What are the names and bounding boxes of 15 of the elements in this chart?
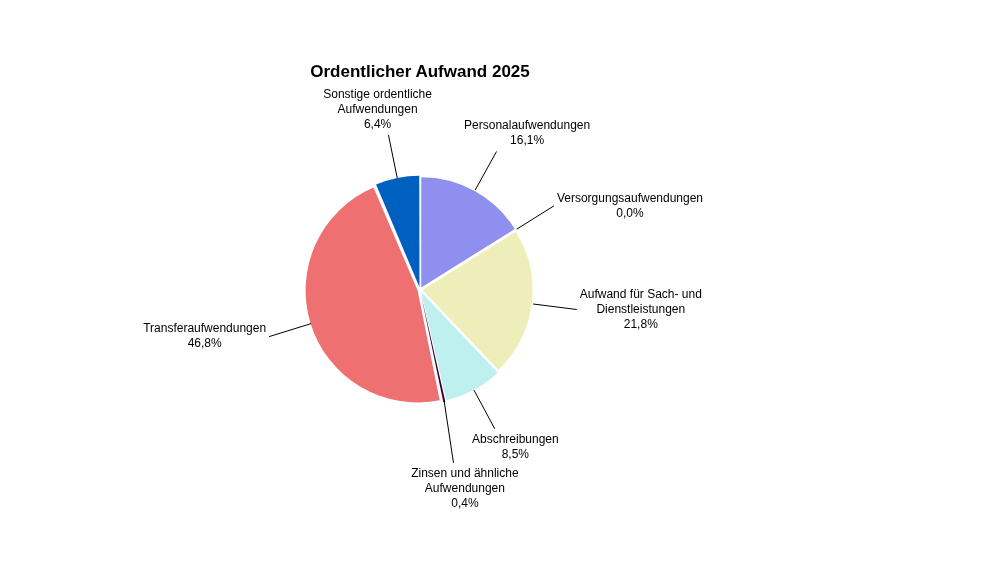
data-label: 8,5% — [501, 446, 530, 461]
data-label: 16,1% — [510, 133, 545, 148]
slice-label: Personalaufwendungen — [464, 118, 591, 133]
data-label: 21,8% — [623, 316, 659, 331]
data-label: 46,8% — [187, 336, 222, 351]
slice-label: Transferaufwendungen — [143, 321, 267, 336]
category-label: Versorgungsaufwendungen — [556, 190, 704, 205]
chart-title: Ordentlicher Aufwand 2025 — [310, 61, 530, 81]
slice-label: Abschreibungen — [471, 431, 559, 446]
data-label: 0,4% — [451, 495, 479, 510]
slice-label: Zinsen und ähnliche Aufwendungen — [411, 465, 519, 495]
data-label: 6,4% — [363, 116, 392, 131]
slice-label: Aufwand für Sach- und Dienstleistungen — [579, 286, 702, 316]
slice-label: Sonstige ordentliche Aufwendungen — [323, 86, 433, 116]
text: 0,0% — [616, 205, 644, 220]
